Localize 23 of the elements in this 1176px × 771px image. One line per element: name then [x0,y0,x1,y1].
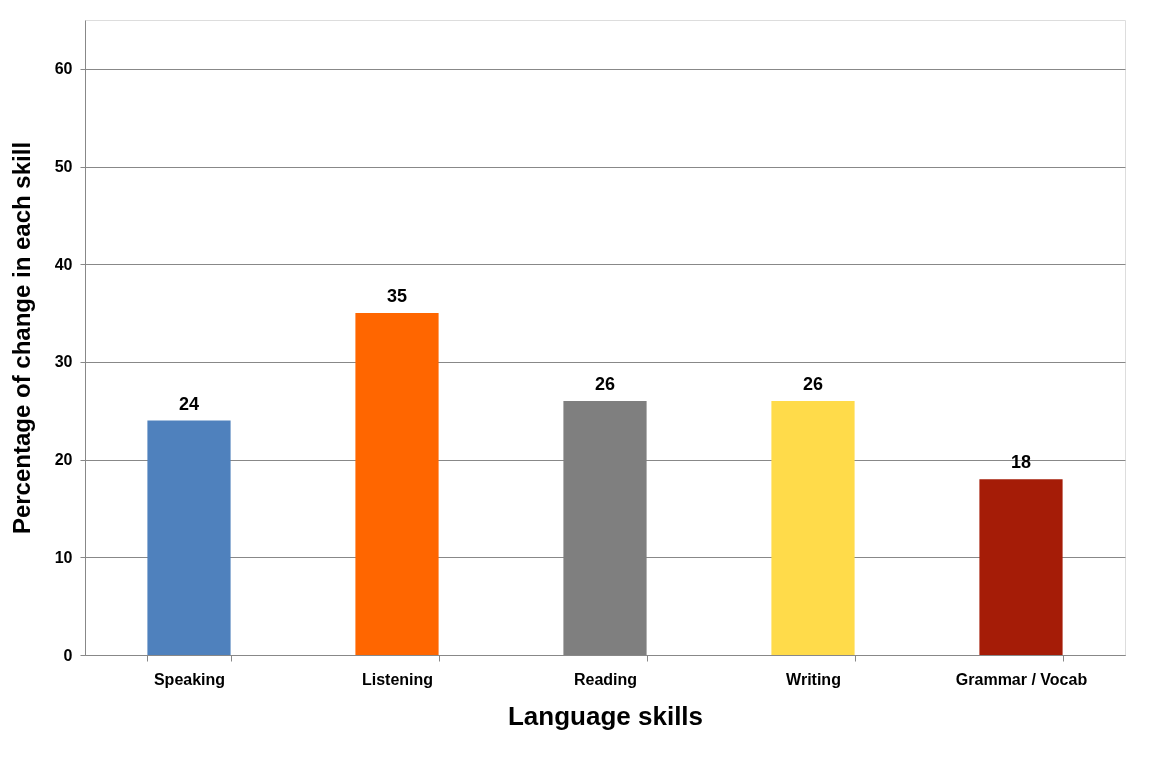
data-label: 26 [802,374,824,394]
bar [771,401,855,655]
y-tick-label: 0 [63,646,73,664]
bar [147,420,231,655]
y-axis-title: Percentage of change in each skill [7,141,35,535]
x-tick-label: Listening [361,670,434,688]
y-tick-label: 60 [54,60,73,78]
x-axis-title: Language skills [507,700,704,731]
x-tick-label: Reading [573,670,638,688]
data-label: 24 [178,393,200,414]
y-tick-label: 20 [54,451,73,469]
bar [979,479,1063,655]
data-label: 18 [1010,452,1032,473]
data-label: 35 [386,286,408,307]
y-tick-label: 10 [54,548,73,566]
bar [355,313,439,655]
x-tick-label: Speaking [153,670,226,688]
x-tick-label: Grammar / Vocab [955,670,1088,688]
y-tick-label: 30 [54,353,73,371]
y-tick-label: 40 [54,255,73,273]
data-label: 26 [594,374,616,394]
x-tick-label: Writing [786,670,841,688]
y-tick-label: 50 [54,158,73,176]
